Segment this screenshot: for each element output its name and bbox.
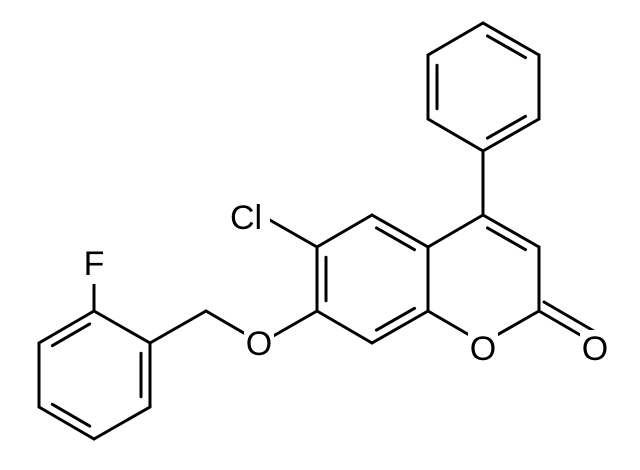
bond [485, 114, 528, 140]
bond [370, 309, 430, 345]
bond [370, 213, 430, 249]
label-mask [468, 330, 498, 368]
chlorine-label: Cl [230, 199, 262, 237]
ether-oxygen-label: O [246, 325, 272, 363]
bond [542, 300, 601, 336]
ring-oxygen-label: O [470, 330, 496, 368]
bond [426, 213, 485, 249]
bond [315, 309, 374, 345]
bond [426, 21, 485, 57]
bond [485, 226, 528, 252]
bond [92, 309, 152, 345]
bond [259, 213, 319, 249]
label-mask [244, 325, 274, 363]
bond [50, 322, 92, 348]
fluorine-label: F [84, 245, 105, 283]
label-mask [226, 198, 270, 238]
bond [485, 34, 528, 60]
bond [37, 309, 96, 345]
bond [481, 117, 541, 153]
atom-labels: Cl F O O O [78, 198, 610, 368]
bond [374, 306, 417, 332]
label-mask [78, 244, 110, 284]
bond [426, 117, 485, 153]
bond [374, 226, 417, 252]
bond [481, 21, 541, 57]
bond [148, 309, 208, 345]
bonds [37, 21, 601, 441]
bond [481, 213, 541, 249]
bond [50, 402, 92, 428]
carbonyl-oxygen-label: O [582, 330, 608, 368]
bond [315, 213, 374, 249]
bond [37, 405, 96, 441]
bond [92, 405, 152, 441]
label-mask [580, 330, 610, 368]
